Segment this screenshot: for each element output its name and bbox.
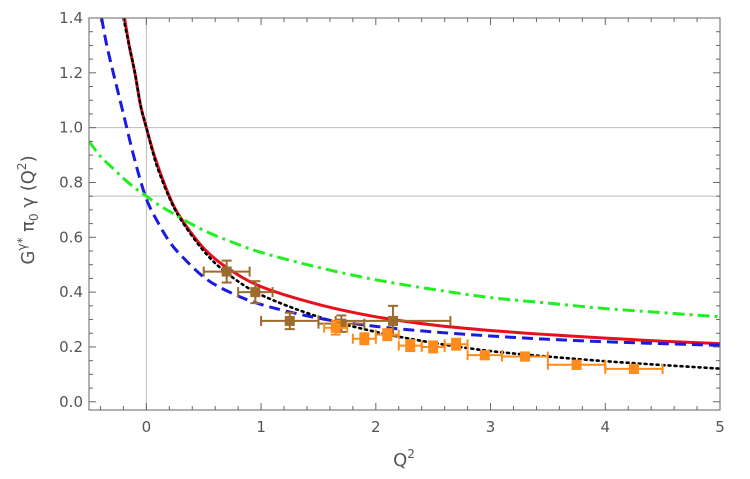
data-points xyxy=(202,259,664,374)
plot-frame xyxy=(88,17,721,411)
data-point xyxy=(202,259,251,284)
data-marker xyxy=(405,340,416,351)
data-marker xyxy=(284,315,295,326)
data-marker xyxy=(628,363,639,374)
x-tick-label: 1 xyxy=(256,418,266,436)
dashdot-curve xyxy=(89,140,720,319)
y-tick-label: 0.6 xyxy=(59,228,83,246)
data-marker xyxy=(479,350,490,361)
data-point xyxy=(237,280,274,305)
data-point xyxy=(323,319,349,336)
data-marker xyxy=(330,322,341,333)
y-tick-label: 1.2 xyxy=(59,64,83,82)
data-point xyxy=(317,314,366,333)
data-marker xyxy=(221,266,232,277)
x-tick-label: 0 xyxy=(142,418,152,436)
y-axis-title: Gγ* π0 γ (Q2) xyxy=(15,155,41,264)
y-tick-label: 0.4 xyxy=(59,283,83,301)
plot-background xyxy=(89,18,720,410)
data-point xyxy=(501,351,549,362)
dashed-curve xyxy=(100,18,720,347)
x-tick-label: 3 xyxy=(486,418,496,436)
data-point xyxy=(604,363,664,374)
axis-ticks: 0 1 2 3 4 5 0.0 0.2 0.4 0.6 0.8 1.0 1.2 1.4 xyxy=(59,9,725,436)
y-tick-label: 0.2 xyxy=(59,338,83,356)
x-tick-label: 5 xyxy=(715,418,725,436)
model-curves xyxy=(89,18,720,370)
data-marker xyxy=(382,329,393,340)
y-tick-label: 0.0 xyxy=(59,393,83,411)
x-axis-title: Q2 xyxy=(393,447,415,471)
x-tick-label: 4 xyxy=(600,418,610,436)
data-marker xyxy=(571,359,582,370)
x-tick-label: 2 xyxy=(371,418,381,436)
y-tick-label: 1.4 xyxy=(59,9,83,27)
data-marker xyxy=(336,318,347,329)
data-marker xyxy=(359,333,370,344)
data-marker xyxy=(250,287,261,298)
y-tick-label: 1.0 xyxy=(59,119,83,137)
data-marker xyxy=(451,339,462,350)
data-marker xyxy=(428,341,439,352)
data-point xyxy=(374,328,400,342)
data-marker xyxy=(519,351,530,362)
data-point xyxy=(443,337,469,351)
data-marker xyxy=(388,315,399,326)
y-tick-label: 0.8 xyxy=(59,173,83,191)
reference-lines xyxy=(89,18,720,410)
